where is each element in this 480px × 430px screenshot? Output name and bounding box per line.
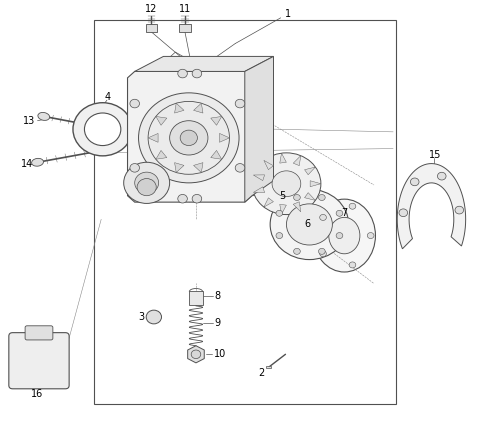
Circle shape	[319, 194, 325, 200]
Text: 11: 11	[179, 4, 191, 14]
Bar	[266, 366, 271, 369]
Polygon shape	[253, 187, 264, 193]
Circle shape	[410, 178, 419, 186]
Circle shape	[319, 249, 325, 255]
Circle shape	[294, 194, 300, 200]
Circle shape	[252, 153, 321, 215]
Text: 2: 2	[258, 368, 264, 378]
Bar	[189, 291, 203, 305]
Circle shape	[130, 99, 140, 108]
Polygon shape	[264, 198, 274, 207]
Polygon shape	[293, 156, 301, 166]
Circle shape	[84, 113, 121, 146]
Circle shape	[349, 262, 356, 268]
Ellipse shape	[313, 199, 375, 272]
FancyBboxPatch shape	[25, 326, 53, 340]
Circle shape	[146, 310, 161, 324]
Circle shape	[336, 233, 343, 239]
Circle shape	[191, 350, 201, 359]
Circle shape	[130, 163, 140, 172]
Circle shape	[287, 204, 332, 245]
Circle shape	[235, 163, 245, 172]
Circle shape	[180, 130, 197, 146]
Circle shape	[320, 251, 326, 257]
Polygon shape	[211, 117, 222, 125]
Ellipse shape	[38, 112, 49, 120]
Ellipse shape	[32, 158, 44, 166]
Circle shape	[124, 162, 169, 203]
Circle shape	[276, 233, 283, 239]
Polygon shape	[304, 193, 315, 200]
Text: 10: 10	[214, 349, 226, 359]
Circle shape	[455, 206, 464, 214]
Bar	[179, 24, 191, 32]
Polygon shape	[148, 133, 158, 142]
Polygon shape	[156, 150, 167, 159]
Circle shape	[73, 103, 132, 156]
Text: 3: 3	[138, 312, 144, 322]
Circle shape	[137, 178, 156, 196]
Circle shape	[178, 69, 187, 78]
Polygon shape	[135, 56, 274, 71]
Text: 5: 5	[279, 191, 285, 201]
Circle shape	[192, 194, 202, 203]
Polygon shape	[397, 163, 466, 249]
Text: 15: 15	[429, 150, 441, 160]
Polygon shape	[128, 71, 252, 202]
Text: 7: 7	[341, 208, 348, 218]
Circle shape	[437, 172, 446, 180]
Circle shape	[139, 93, 239, 183]
Circle shape	[135, 172, 158, 194]
Polygon shape	[188, 346, 204, 363]
Polygon shape	[211, 150, 222, 159]
Ellipse shape	[329, 217, 360, 254]
Polygon shape	[193, 163, 203, 172]
Polygon shape	[175, 103, 184, 113]
Polygon shape	[264, 160, 274, 169]
Text: 8: 8	[215, 291, 221, 301]
Text: 13: 13	[24, 116, 36, 126]
Polygon shape	[193, 103, 203, 113]
Polygon shape	[219, 133, 229, 142]
Polygon shape	[280, 153, 287, 163]
Text: 14: 14	[21, 159, 33, 169]
Bar	[94, 20, 396, 404]
Text: 9: 9	[215, 318, 221, 328]
FancyBboxPatch shape	[9, 333, 69, 389]
Circle shape	[336, 210, 343, 216]
Text: 6: 6	[304, 219, 310, 230]
Polygon shape	[304, 167, 315, 175]
Polygon shape	[245, 56, 274, 202]
Circle shape	[235, 99, 245, 108]
Text: 12: 12	[145, 4, 157, 14]
Circle shape	[270, 189, 348, 260]
Circle shape	[272, 171, 301, 197]
Circle shape	[178, 194, 187, 203]
Bar	[146, 24, 157, 32]
Polygon shape	[293, 202, 301, 212]
Circle shape	[367, 233, 374, 239]
Polygon shape	[253, 175, 264, 181]
Polygon shape	[310, 181, 321, 187]
Text: 16: 16	[31, 389, 44, 399]
Circle shape	[276, 210, 283, 216]
Circle shape	[192, 69, 202, 78]
Circle shape	[399, 209, 408, 217]
Text: 4: 4	[105, 92, 111, 102]
Circle shape	[169, 121, 208, 155]
Circle shape	[349, 203, 356, 209]
Circle shape	[294, 249, 300, 255]
Polygon shape	[175, 163, 184, 172]
Circle shape	[320, 215, 326, 221]
Text: 1: 1	[285, 9, 291, 19]
Polygon shape	[280, 204, 287, 214]
Polygon shape	[156, 117, 167, 125]
